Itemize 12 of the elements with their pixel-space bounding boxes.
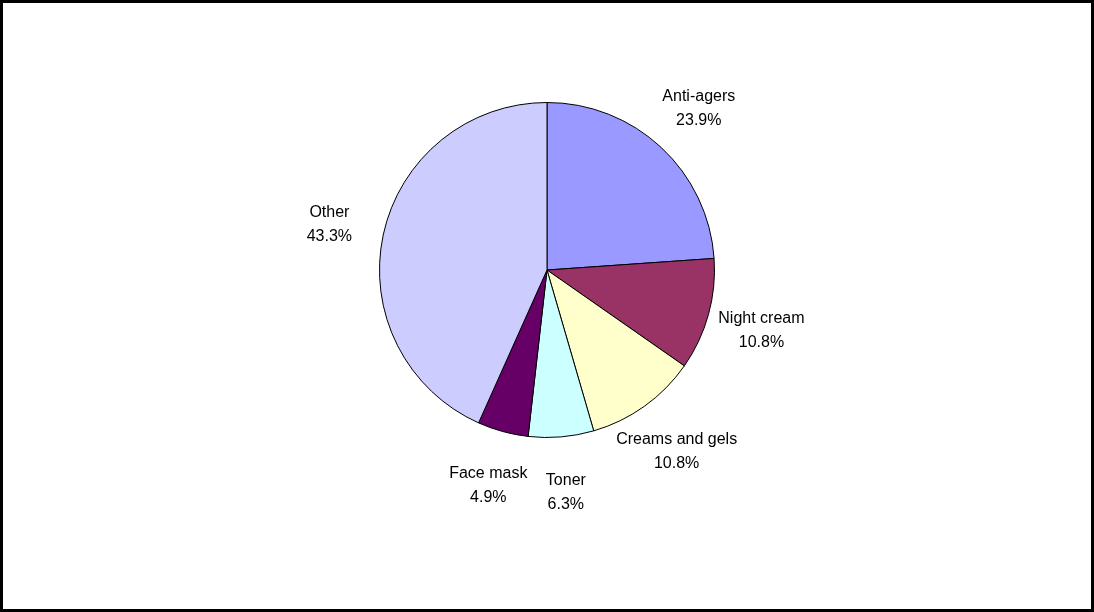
data-label: 10.8% — [653, 454, 700, 472]
slice-label: Anti-agers — [662, 86, 736, 104]
data-label: 43.3% — [306, 226, 353, 244]
data-label: 23.9% — [676, 110, 722, 128]
data-label: 10.8% — [738, 332, 785, 350]
slice-label: Face mask — [449, 464, 529, 482]
slice-label: Night cream — [718, 308, 805, 326]
slice-label: Toner — [545, 471, 587, 489]
data-label: 4.9% — [470, 488, 507, 506]
data-label: 6.3% — [547, 495, 585, 513]
slice-label: Other — [309, 202, 351, 220]
slice-label: Creams and gels — [616, 430, 738, 448]
